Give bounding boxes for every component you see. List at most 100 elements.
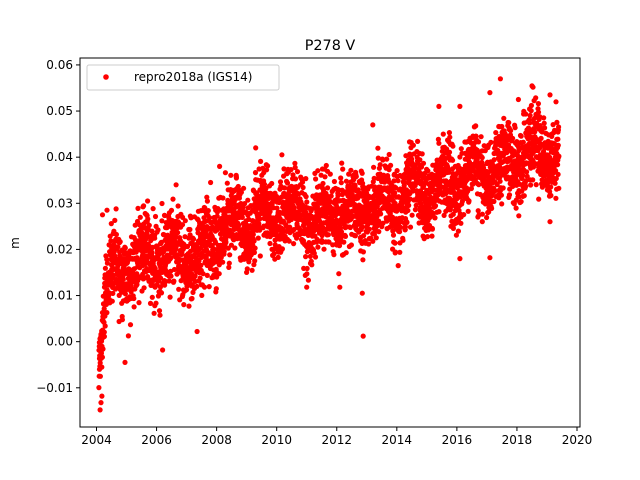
data-point	[555, 171, 561, 177]
data-point	[440, 131, 446, 137]
data-point	[179, 222, 186, 228]
data-point	[455, 228, 461, 234]
data-point	[325, 232, 331, 238]
data-point	[491, 157, 497, 163]
data-point	[541, 120, 547, 126]
data-point	[370, 238, 376, 244]
data-point	[214, 227, 220, 233]
data-point	[447, 134, 453, 140]
data-point	[475, 139, 482, 145]
data-point	[168, 255, 174, 261]
data-point	[336, 271, 342, 277]
data-point	[100, 346, 106, 352]
data-point	[199, 292, 205, 298]
data-point	[465, 208, 471, 214]
data-point	[230, 231, 236, 237]
data-point	[99, 393, 105, 399]
data-point	[104, 207, 110, 213]
data-point	[156, 308, 163, 314]
data-point	[450, 143, 456, 149]
data-point	[317, 218, 323, 224]
data-point	[553, 99, 559, 105]
x-tick-label: 2020	[562, 433, 593, 447]
data-point	[157, 312, 163, 318]
x-tick-label: 2014	[382, 433, 413, 447]
y-tick-label: 0.06	[46, 58, 73, 72]
data-point	[327, 171, 333, 177]
data-point	[371, 175, 377, 181]
data-point	[533, 182, 539, 188]
data-point	[412, 207, 418, 213]
data-point	[401, 180, 408, 186]
data-point	[473, 123, 479, 129]
data-point	[146, 222, 152, 228]
data-point	[194, 328, 200, 335]
data-point	[190, 289, 196, 295]
data-point	[346, 171, 352, 177]
data-point	[353, 173, 359, 180]
data-point	[407, 224, 414, 230]
legend: repro2018a (IGS14)	[86, 64, 280, 91]
data-point	[380, 157, 386, 163]
data-point	[320, 180, 326, 187]
data-point	[535, 101, 542, 107]
data-point	[338, 175, 344, 181]
data-point	[125, 333, 131, 339]
data-point	[99, 212, 106, 218]
data-point	[476, 182, 482, 188]
data-points	[96, 76, 562, 413]
data-point	[506, 192, 513, 198]
data-point	[312, 254, 319, 260]
data-point	[323, 162, 329, 169]
data-point	[299, 179, 306, 185]
data-point	[556, 153, 562, 159]
data-point	[150, 206, 156, 212]
data-point	[424, 234, 431, 240]
data-point	[553, 168, 559, 174]
data-point	[520, 139, 526, 145]
data-point	[279, 246, 285, 252]
data-point	[145, 216, 151, 222]
data-point	[244, 266, 250, 272]
data-point	[207, 215, 213, 221]
data-point	[394, 168, 400, 174]
data-point	[117, 239, 123, 245]
data-point	[119, 317, 125, 323]
data-point	[127, 322, 134, 328]
data-point	[338, 229, 345, 235]
data-point	[342, 233, 349, 239]
data-point	[457, 256, 463, 262]
data-point	[523, 111, 529, 117]
data-point	[555, 162, 561, 168]
data-point	[257, 253, 263, 259]
data-point	[486, 209, 492, 215]
data-point	[518, 133, 524, 139]
data-point	[304, 265, 310, 272]
data-point	[392, 249, 399, 255]
y-tick-label: 0.05	[46, 104, 73, 118]
data-point	[284, 180, 291, 186]
data-point	[436, 140, 442, 146]
data-point	[520, 172, 526, 178]
data-point	[397, 229, 403, 235]
data-point	[241, 185, 247, 191]
data-point	[115, 262, 121, 268]
data-point	[181, 302, 187, 308]
y-tick-label: 0.01	[46, 289, 73, 303]
y-tick-label: 0.02	[46, 242, 73, 256]
data-point	[498, 192, 504, 198]
data-point	[214, 213, 220, 219]
data-point	[159, 218, 165, 224]
data-point	[277, 179, 284, 185]
data-point	[361, 233, 367, 239]
data-point	[404, 219, 410, 225]
data-point	[347, 224, 353, 231]
data-point	[331, 178, 337, 185]
data-point	[553, 195, 559, 201]
data-point	[497, 76, 503, 82]
data-point	[487, 90, 493, 96]
data-point	[315, 244, 321, 250]
data-point	[309, 262, 315, 268]
data-point	[159, 200, 165, 207]
